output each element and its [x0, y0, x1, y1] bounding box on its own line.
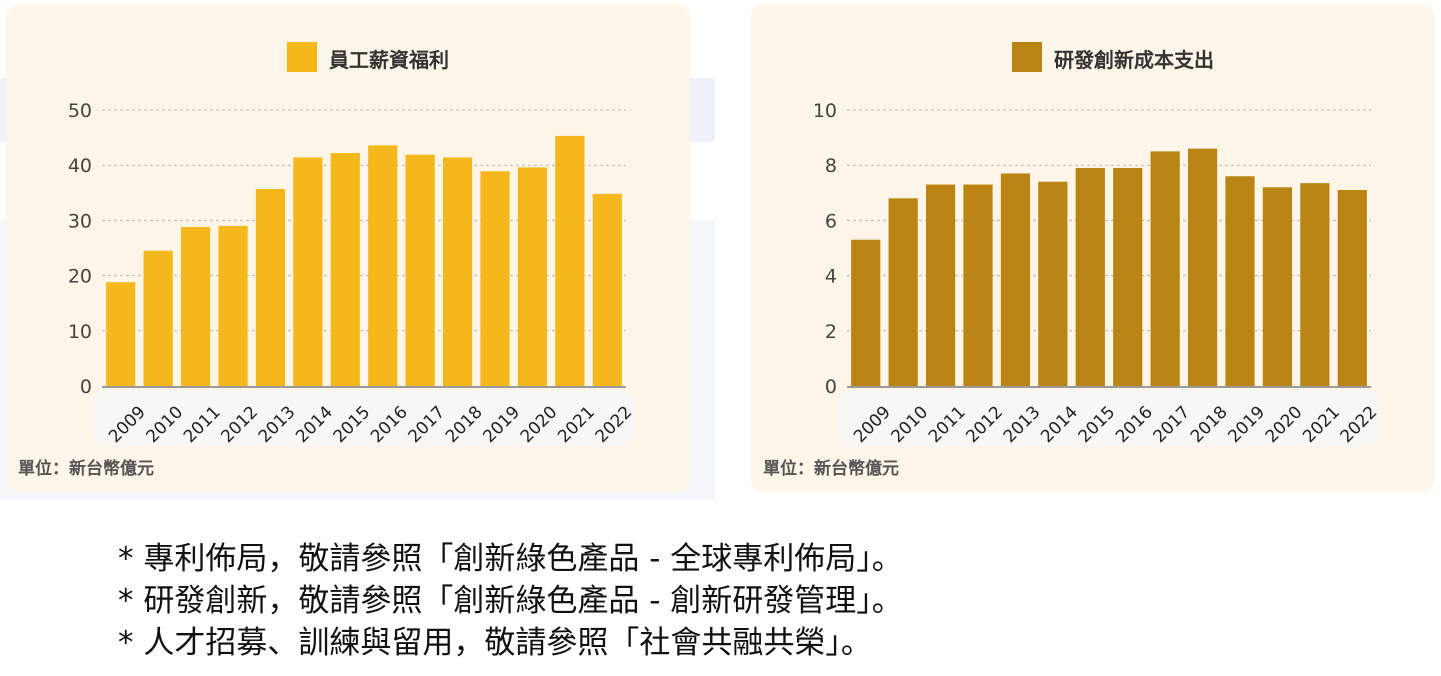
y-tick-label: 50	[68, 100, 92, 122]
bar-2021	[1300, 183, 1330, 386]
bar-2019	[480, 171, 510, 386]
bar-2010	[143, 250, 173, 386]
footnote-patent: * 專利佈局，敬請參照「創新綠色產品 - 全球專利佈局」。	[118, 541, 903, 577]
bar-2017	[405, 154, 435, 386]
rd-cost-chart-panel: 研發創新成本支出 0 2 4 6 8 10 2009 2010 2011 2012 2013 2014 2…	[751, 4, 1435, 492]
employee-salary-chart-panel: 員工薪資福利 0 10 20 30 40 50 2009 2010 2011 2012 2013 201…	[6, 4, 690, 492]
bar-2018	[1187, 148, 1218, 386]
y-tick-label: 8	[825, 155, 837, 177]
unit-label: 單位：新台幣億元	[763, 458, 899, 479]
bar-2012	[963, 184, 993, 386]
legend-swatch	[1012, 42, 1042, 72]
bar-2022	[592, 193, 622, 386]
y-tick-label: 10	[68, 321, 92, 343]
footnote-rd: * 研發創新，敬請參照「創新綠色產品 - 創新研發管理」。	[118, 583, 903, 619]
x-axis-label-band	[92, 390, 636, 446]
y-tick-label: 30	[68, 210, 92, 232]
bar-2015	[1075, 167, 1105, 386]
bar-2012	[218, 225, 248, 386]
bar-2010	[888, 198, 918, 386]
y-tick-label: 10	[813, 100, 837, 122]
y-tick-label: 2	[825, 321, 837, 343]
x-axis-label-band	[837, 390, 1381, 446]
y-tick-label: 4	[825, 266, 837, 288]
y-tick-label: 20	[68, 266, 92, 288]
bar-2011	[925, 184, 956, 386]
bar-2013	[1000, 173, 1031, 386]
bar-2016	[1113, 167, 1143, 386]
bar-2021	[555, 135, 585, 386]
y-tick-label: 0	[80, 376, 92, 398]
employee-salary-chart: 員工薪資福利0102030405020092010201120122013201…	[18, 42, 636, 479]
bar-2022	[1337, 190, 1367, 386]
legend-swatch	[287, 42, 317, 72]
bar-2019	[1225, 176, 1255, 386]
bar-2017	[1150, 151, 1180, 386]
bar-2013	[255, 188, 286, 386]
bar-2018	[442, 157, 473, 386]
bar-2016	[368, 145, 398, 386]
unit-label: 單位：新台幣億元	[18, 458, 154, 479]
y-tick-label: 6	[825, 210, 837, 232]
footnote-talent: * 人才招募、訓練與留用，敬請參照「社會共融共榮」。	[118, 625, 872, 661]
bar-2020	[1262, 187, 1293, 386]
rd-cost-chart: 研發創新成本支出02468102009201020112012201320142…	[763, 42, 1381, 479]
y-tick-label: 0	[825, 376, 837, 398]
bar-2014	[293, 157, 323, 386]
y-tick-label: 40	[68, 155, 92, 177]
bar-2011	[180, 227, 211, 386]
footnotes: * 專利佈局，敬請參照「創新綠色產品 - 全球專利佈局」。 * 研發創新，敬請參…	[118, 538, 903, 664]
bar-2014	[1038, 181, 1068, 386]
bar-2009	[851, 239, 881, 386]
bar-2009	[106, 282, 136, 386]
bar-2020	[517, 167, 548, 386]
legend-label: 員工薪資福利	[328, 48, 449, 72]
bar-2015	[330, 153, 360, 386]
legend-label: 研發創新成本支出	[1054, 48, 1214, 72]
